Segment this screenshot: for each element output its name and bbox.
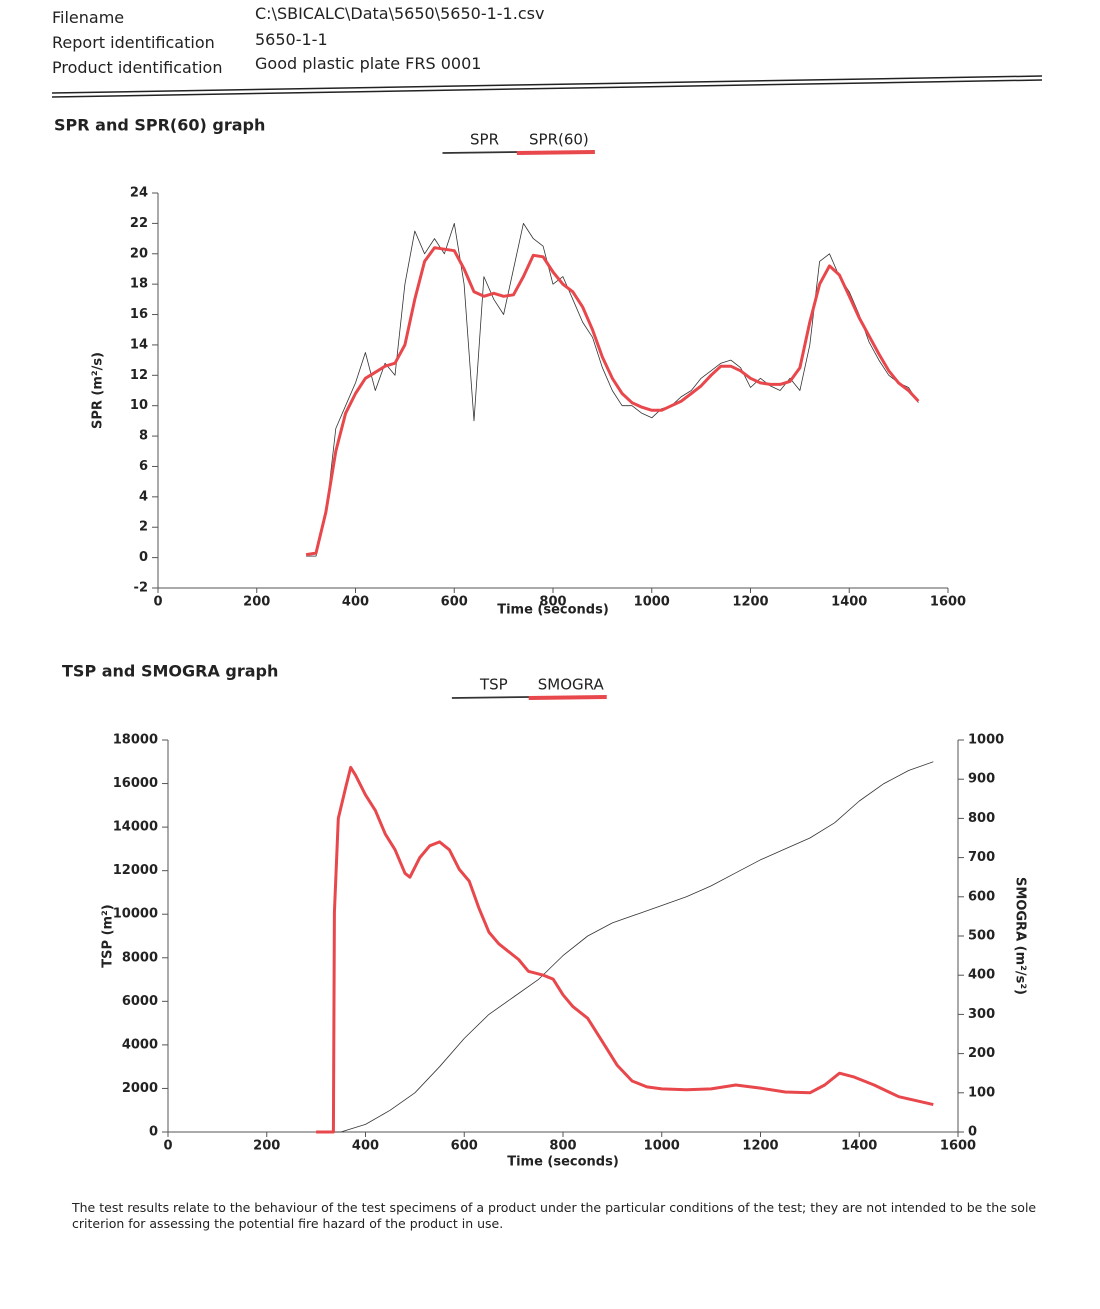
legend-label: SMOGRA: [538, 676, 605, 694]
series-line: [305, 246, 920, 557]
y2-tick-label: 200: [968, 1046, 995, 1061]
x-tick-label: 600: [451, 1139, 478, 1154]
y-tick-label: -2: [134, 581, 148, 596]
legend-swatch: [516, 150, 595, 155]
y2-tick-label: 700: [968, 850, 995, 865]
y2-tick-label: 800: [968, 811, 995, 826]
y-tick-label: 10000: [113, 907, 158, 922]
y2-tick-label: 100: [968, 1085, 995, 1100]
rule: [51, 75, 1043, 94]
y-tick-label: 20: [130, 246, 148, 261]
y-tick-label: 6000: [122, 994, 158, 1009]
x-tick-label: 600: [441, 595, 468, 610]
disclaimer: The test results relate to the behaviour…: [72, 1200, 1037, 1231]
x-tick-label: 0: [153, 595, 162, 610]
label: Filename: [52, 8, 125, 27]
y2-tick-label: 300: [968, 1007, 995, 1022]
x-tick-label: 400: [342, 595, 369, 610]
y-tick-label: 18000: [113, 733, 158, 748]
y-axis-label: SPR (m²/s): [91, 352, 106, 429]
legend-label: TSP: [479, 676, 508, 694]
y2-tick-label: 600: [968, 889, 995, 904]
rule: [51, 79, 1043, 98]
value: C:\SBICALC\Data\5650\5650-1-1.csv: [255, 4, 545, 23]
y-tick-label: 8: [139, 429, 148, 444]
x-tick-label: 200: [253, 1139, 280, 1154]
x-tick-label: 1000: [644, 1139, 680, 1154]
value: Good plastic plate FRS 0001: [255, 54, 482, 73]
value: 5650-1-1: [255, 30, 328, 49]
legend-label: SPR(60): [529, 131, 589, 149]
y-tick-label: 6: [139, 459, 148, 474]
x-tick-label: 1400: [831, 595, 867, 610]
y2-tick-label: 1000: [968, 733, 1004, 748]
x-tick-label: 1200: [742, 1139, 778, 1154]
x-tick-label: 1000: [634, 595, 670, 610]
y-tick-label: 10: [130, 398, 148, 413]
y-tick-label: 14: [130, 337, 148, 352]
x-tick-label: 1600: [940, 1139, 976, 1154]
y-tick-label: 8000: [122, 950, 158, 965]
y-tick-label: 2: [139, 520, 148, 535]
x-tick-label: 400: [352, 1139, 379, 1154]
y2-tick-label: 500: [968, 929, 995, 944]
legend-swatch: [528, 695, 607, 700]
label: Report identification: [52, 33, 215, 52]
series-line: [316, 761, 934, 1133]
y-axis-label: TSP (m²): [101, 904, 116, 967]
y2-axis-label: SMOGRA (m²/s²): [1013, 877, 1028, 995]
x-axis-label: Time (seconds): [497, 603, 609, 618]
legend-swatch: [451, 696, 530, 699]
y2-tick-label: 900: [968, 772, 995, 787]
y2-tick-label: 0: [968, 1125, 977, 1140]
y-tick-label: 12000: [113, 863, 158, 878]
x-tick-label: 0: [163, 1139, 172, 1154]
y-tick-label: 0: [139, 550, 148, 565]
y-tick-label: 18: [130, 277, 148, 292]
x-axis-label: Time (seconds): [507, 1155, 619, 1170]
x-tick-label: 800: [549, 1139, 576, 1154]
x-tick-label: 1600: [930, 595, 966, 610]
y-tick-label: 2000: [122, 1081, 158, 1096]
series-line: [316, 765, 934, 1134]
x-tick-label: 200: [243, 595, 270, 610]
y2-tick-label: 400: [968, 968, 995, 983]
x-tick-label: 1200: [732, 595, 768, 610]
legend-swatch: [442, 151, 521, 154]
series-line: [306, 223, 919, 557]
y-tick-label: 14000: [113, 820, 158, 835]
x-tick-label: 1400: [841, 1139, 877, 1154]
legend-label: SPR: [470, 131, 499, 149]
y-tick-label: 4000: [122, 1037, 158, 1052]
y-tick-label: 16000: [113, 776, 158, 791]
y-tick-label: 24: [130, 186, 148, 201]
label: Product identification: [52, 58, 223, 77]
chart-title: SPR and SPR(60) graph: [54, 116, 265, 135]
y-tick-label: 0: [149, 1125, 158, 1140]
y-tick-label: 12: [130, 368, 148, 383]
y-tick-label: 22: [130, 216, 148, 231]
y-tick-label: 4: [139, 489, 148, 504]
chart-title: TSP and SMOGRA graph: [62, 662, 278, 681]
y-tick-label: 16: [130, 307, 148, 322]
x-tick-label: 800: [539, 595, 566, 610]
